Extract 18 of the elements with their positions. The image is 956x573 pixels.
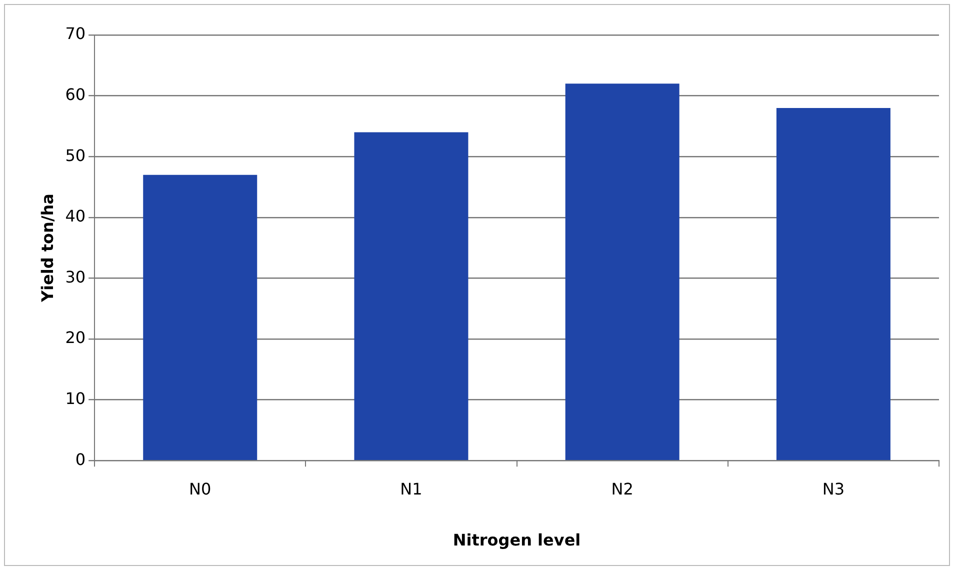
x-tick-label: N0	[189, 479, 212, 498]
y-tick-label: 40	[65, 206, 86, 226]
y-tick-label: 30	[65, 267, 86, 286]
bar	[143, 174, 258, 460]
x-tick-label: N3	[822, 479, 845, 498]
y-tick-label: 70	[65, 24, 86, 44]
y-tick-label: 50	[65, 146, 86, 165]
y-tick-label: 60	[65, 84, 86, 104]
x-tick-label: N1	[400, 479, 422, 498]
y-axis-title: Yield ton/ha	[38, 194, 57, 304]
y-tick-label: 20	[65, 328, 86, 348]
bar	[776, 108, 890, 460]
y-tick-label: 0	[75, 450, 86, 469]
x-tick-label: N2	[611, 479, 634, 498]
bar	[565, 84, 680, 460]
bar	[354, 132, 468, 460]
x-axis-title: Nitrogen level	[452, 530, 581, 550]
y-tick-label: 10	[65, 388, 86, 408]
